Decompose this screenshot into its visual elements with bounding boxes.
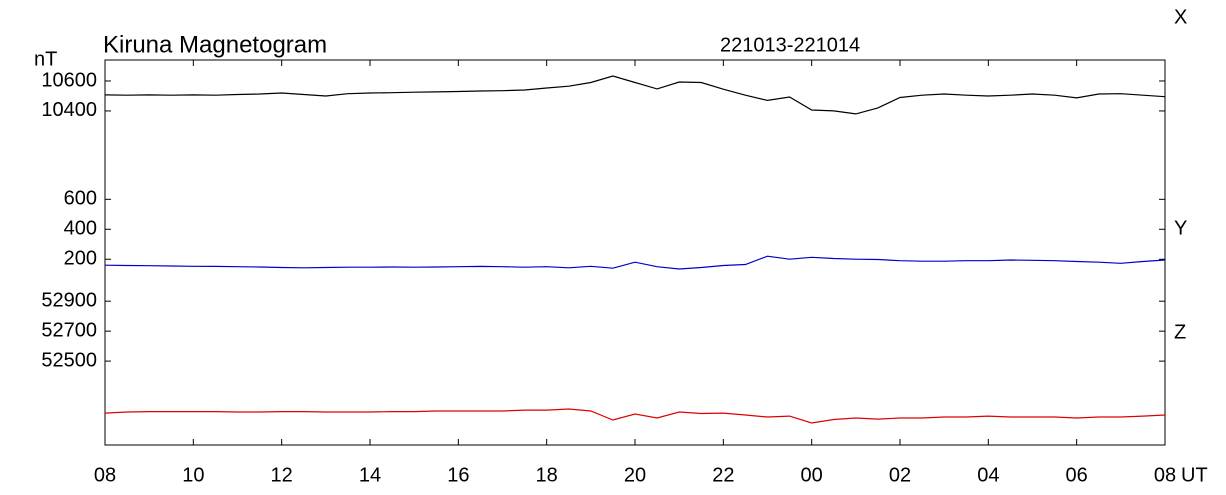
x-tick-label: 12 bbox=[271, 464, 293, 486]
y-tick-label: 52700 bbox=[41, 319, 97, 341]
series-name: Y bbox=[1174, 217, 1187, 239]
y-tick-label: 400 bbox=[64, 218, 97, 240]
y-tick-label: 52500 bbox=[41, 349, 97, 371]
chart-title: Kiruna Magnetogram bbox=[103, 31, 327, 58]
x-tick-label: 04 bbox=[977, 464, 999, 486]
x-tick-label: 20 bbox=[624, 464, 646, 486]
series-line bbox=[104, 408, 1166, 424]
x-tick-label: 18 bbox=[536, 464, 558, 486]
x-tick-label: 08 bbox=[94, 464, 116, 486]
y-tick-label: 10600 bbox=[41, 69, 97, 91]
plot-frame bbox=[104, 59, 1166, 446]
x-unit: UT bbox=[1181, 464, 1208, 486]
series-line bbox=[104, 255, 1166, 270]
y-tick-label: 10400 bbox=[41, 99, 97, 121]
y-tick-label: 600 bbox=[64, 188, 97, 210]
x-tick-label: 22 bbox=[712, 464, 734, 486]
x-tick-label: 16 bbox=[447, 464, 469, 486]
y-tick-label: 52900 bbox=[41, 289, 97, 311]
series-line bbox=[104, 75, 1166, 115]
chart-subtitle: 221013-221014 bbox=[720, 34, 860, 56]
series-name: X bbox=[1174, 6, 1187, 28]
x-tick-label: 14 bbox=[359, 464, 381, 486]
series-name: Z bbox=[1174, 321, 1186, 343]
x-tick-label: 00 bbox=[801, 464, 823, 486]
x-tick-label: 08 bbox=[1154, 464, 1176, 486]
y-tick-label: 200 bbox=[64, 248, 97, 270]
x-tick-label: 06 bbox=[1066, 464, 1088, 486]
x-tick-label: 02 bbox=[889, 464, 911, 486]
x-tick-label: 10 bbox=[182, 464, 204, 486]
y-unit: nT bbox=[34, 48, 57, 70]
